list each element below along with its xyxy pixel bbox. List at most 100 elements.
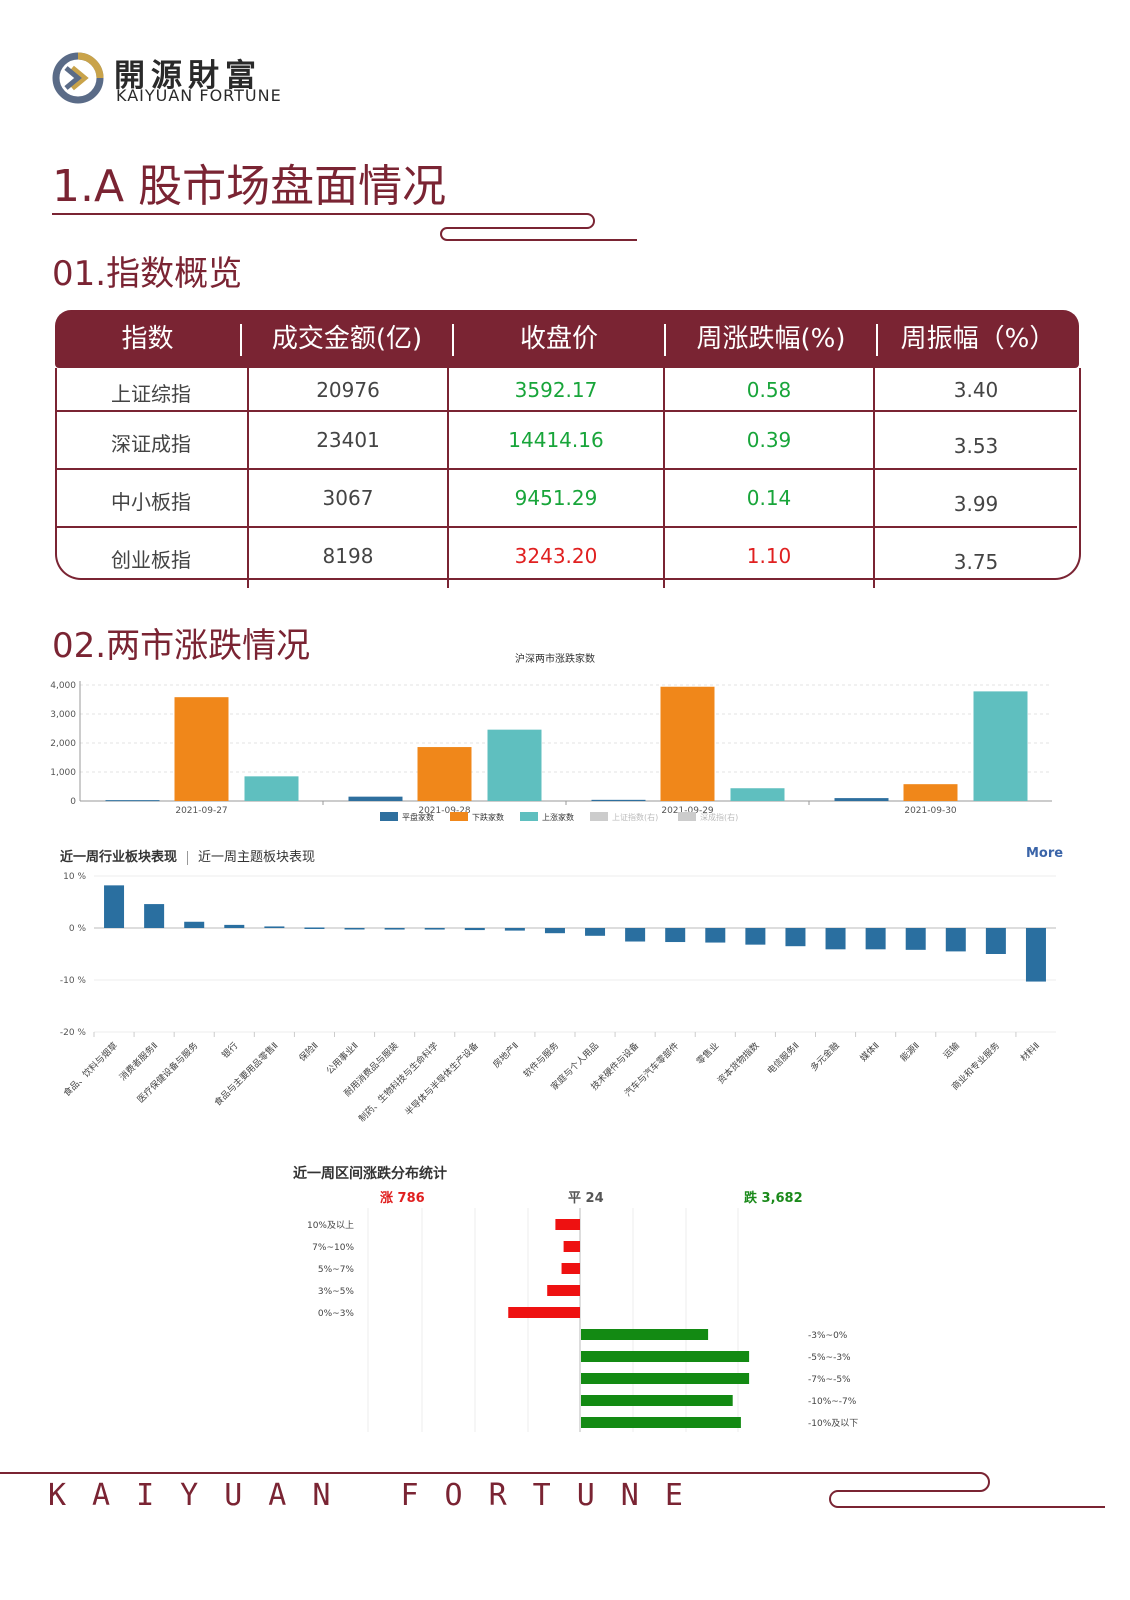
index-table-header: 指数 成交金额(亿) 收盘价 周涨跌幅(%) 周振幅（%） <box>55 310 1079 368</box>
y-tick-label: 0 % <box>69 924 87 934</box>
y-tick-label: -10 % <box>60 976 87 986</box>
x-tick-label: 能源Ⅱ <box>897 1040 921 1064</box>
bar-公用事业Ⅱ <box>344 928 365 930</box>
row-label: -7%~-5% <box>808 1375 851 1385</box>
bar-down--5%~-3% <box>581 1351 750 1362</box>
header-index: 指数 <box>121 324 174 354</box>
row-label: 10%及以上 <box>307 1220 354 1231</box>
bar-技术硬件与设备 <box>625 928 646 942</box>
return-distribution-chart: 10%及以上 7%~10% 5%~7% 3%~5% 0%~3% -3%~0% -5%~-3%… <box>307 1208 858 1432</box>
bar-半导体与半导体生产设备 <box>464 928 485 931</box>
bar-医疗保健设备与服务 <box>184 921 205 928</box>
bar-消费者服务Ⅱ <box>144 904 165 928</box>
cell-close: 14414.16 <box>508 428 604 452</box>
y-tick-label: 1,000 <box>50 768 76 778</box>
bar-商业和专业服务 <box>985 928 1006 954</box>
header-turnover: 成交金额(亿) <box>271 324 423 354</box>
bar-软件与服务 <box>544 928 565 934</box>
bar-资本货物指数 <box>745 928 766 945</box>
bar-up-10%及以上 <box>555 1219 580 1230</box>
cell-amplitude: 3.75 <box>953 550 999 574</box>
y-tick-label: 3,000 <box>50 710 76 720</box>
legend-label-inactive: 上证指数(右) <box>612 812 658 822</box>
legend-swatch-上涨家数 <box>520 812 538 821</box>
x-tick-label: 多元金融 <box>808 1040 842 1074</box>
legend-swatch-inactive <box>590 812 608 821</box>
industry-performance-chart: 10 %0 %-10 %-20 %食品、饮料与烟草消费者服务Ⅱ医疗保健设备与服务… <box>60 872 1056 1125</box>
bar-上涨家数 <box>730 788 785 801</box>
y-tick-label: 10 % <box>63 872 86 882</box>
column-divider <box>247 368 249 588</box>
bar-银行 <box>224 924 245 928</box>
header-divider <box>240 324 242 356</box>
bar-保险Ⅱ <box>304 927 325 929</box>
row-label: -3%~0% <box>808 1331 848 1341</box>
bar-下跌家数 <box>174 697 229 801</box>
x-tick-label: 材料Ⅱ <box>1018 1040 1042 1064</box>
kaiyuan-logo-mark <box>52 52 104 104</box>
footer-decoration <box>0 1472 1105 1508</box>
bar-耐用消费品与服装 <box>384 928 405 930</box>
bar-多元金融 <box>825 928 846 950</box>
header-divider <box>664 324 666 356</box>
cell-close: 3243.20 <box>514 544 598 568</box>
cell-change: 1.10 <box>746 544 792 568</box>
chart-title: 沪深两市涨跌家数 <box>515 652 595 665</box>
bar-食品与主要用品零售Ⅱ <box>264 926 285 928</box>
y-tick-label: 2,000 <box>50 739 76 749</box>
x-tick-label: 食品、饮料与烟草 <box>61 1040 120 1099</box>
bar-零售业 <box>705 928 726 943</box>
legend-label-inactive: 深成指(右) <box>700 812 738 822</box>
cell-name: 创业板指 <box>111 548 191 572</box>
cell-turnover: 3067 <box>322 486 374 510</box>
cell-close: 9451.29 <box>514 486 598 510</box>
cell-name: 中小板指 <box>111 490 191 514</box>
row-label: 5%~7% <box>318 1265 355 1275</box>
cell-turnover: 8198 <box>322 544 374 568</box>
x-tick-label: 食品与主要用品零售Ⅱ <box>212 1040 281 1109</box>
tab-theme-sectors[interactable]: 近一周主题板块表现 <box>198 850 316 865</box>
legend-label: 上涨家数 <box>542 812 574 822</box>
column-divider <box>447 368 449 588</box>
bar-down--3%~0% <box>581 1329 709 1340</box>
bar-电信服务Ⅱ <box>785 928 806 947</box>
row-label: -5%~-3% <box>808 1353 851 1363</box>
cell-amplitude: 3.53 <box>953 434 999 458</box>
sector-tabs: 近一周行业板块表现 近一周主题板块表现 <box>60 846 315 865</box>
unchanged-count: 平 24 <box>568 1191 604 1206</box>
bar-down--7%~-5% <box>581 1373 750 1384</box>
x-tick-label: 银行 <box>219 1040 240 1061</box>
bar-平盘家数 <box>591 799 646 801</box>
x-tick-label: 2021-09-29 <box>661 806 714 816</box>
row-label: 3%~5% <box>318 1287 355 1297</box>
x-tick-label: 零售业 <box>694 1040 722 1068</box>
cell-name: 上证综指 <box>111 382 191 406</box>
subsection-market-breadth: 02.两市涨跌情况 <box>52 626 311 666</box>
x-tick-label: 保险Ⅱ <box>296 1040 320 1064</box>
tab-industry-sectors[interactable]: 近一周行业板块表现 <box>60 850 178 865</box>
bar-能源Ⅱ <box>905 928 926 950</box>
legend-label: 下跌家数 <box>472 812 504 822</box>
legend-label: 平盘家数 <box>402 812 434 822</box>
header-close: 收盘价 <box>519 324 598 354</box>
bar-房地产Ⅱ <box>504 928 525 931</box>
cell-name: 深证成指 <box>111 432 191 456</box>
bar-down--10%及以下 <box>581 1417 741 1428</box>
header-divider <box>452 324 454 356</box>
bar-媒体Ⅱ <box>865 928 886 950</box>
logo-english-name: KAIYUAN FORTUNE <box>116 86 282 105</box>
decliners-count: 跌 3,682 <box>744 1191 803 1206</box>
x-tick-label: 制药、生物科技与生命科学 <box>356 1040 441 1125</box>
bar-食品、饮料与烟草 <box>104 885 125 928</box>
x-tick-label: 2021-09-30 <box>904 806 957 816</box>
section-title: 1.A 股市场盘面情况 <box>52 161 447 212</box>
bar-up-0%~3% <box>508 1307 580 1318</box>
legend-swatch-下跌家数 <box>450 812 468 821</box>
header-weekly-change: 周涨跌幅(%) <box>696 324 846 354</box>
bar-平盘家数 <box>348 796 403 801</box>
cell-amplitude: 3.99 <box>953 492 999 516</box>
x-tick-label: 房地产Ⅱ <box>490 1040 521 1071</box>
row-label: 7%~10% <box>312 1243 354 1253</box>
more-link[interactable]: More <box>1026 846 1064 861</box>
index-table: 指数 成交金额(亿) 收盘价 周涨跌幅(%) 周振幅（%） 上证综指 20976 3… <box>55 310 1081 588</box>
